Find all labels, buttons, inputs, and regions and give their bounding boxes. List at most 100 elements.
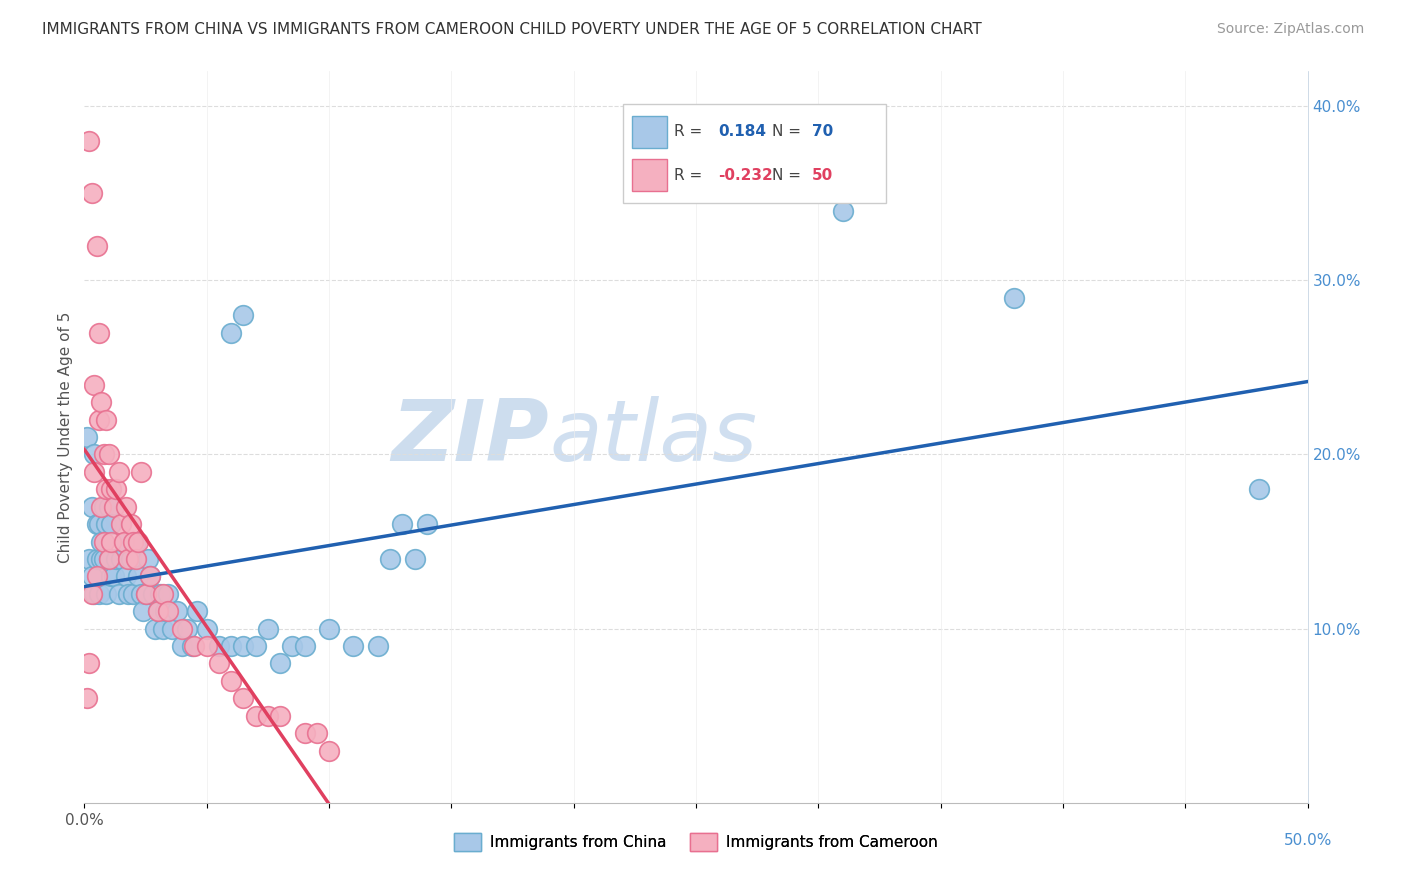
Point <box>100 534 122 549</box>
Point <box>112 534 135 549</box>
Point <box>93 500 115 514</box>
Point <box>176 622 198 636</box>
Point <box>136 552 159 566</box>
Point <box>87 412 110 426</box>
Point <box>77 134 100 148</box>
Point <box>97 552 120 566</box>
Point <box>127 534 149 549</box>
Point <box>93 534 115 549</box>
Point <box>142 587 165 601</box>
Point <box>208 639 231 653</box>
Point <box>391 517 413 532</box>
Point <box>172 622 194 636</box>
Text: N =: N = <box>772 168 801 183</box>
Point <box>117 552 139 566</box>
Text: 70: 70 <box>813 124 834 139</box>
Point <box>162 622 184 636</box>
Point <box>281 639 304 653</box>
Point <box>100 569 122 583</box>
Point <box>76 430 98 444</box>
Point <box>122 587 145 601</box>
Point <box>156 604 179 618</box>
Point <box>269 657 291 671</box>
Point <box>80 186 103 201</box>
Text: R =: R = <box>673 124 707 139</box>
Point <box>143 622 166 636</box>
Point <box>87 517 110 532</box>
Point <box>110 517 132 532</box>
Point <box>83 448 105 462</box>
Point <box>117 587 139 601</box>
Point <box>76 691 98 706</box>
Point <box>367 639 389 653</box>
Point <box>1002 291 1025 305</box>
Text: ZIP: ZIP <box>391 395 550 479</box>
Point <box>87 326 110 340</box>
Point <box>831 203 853 218</box>
Point <box>86 238 108 252</box>
Point <box>80 500 103 514</box>
Point <box>90 552 112 566</box>
Text: 50: 50 <box>813 168 834 183</box>
Point <box>125 534 148 549</box>
Point <box>120 517 142 532</box>
Point <box>146 604 169 618</box>
Point <box>245 639 267 653</box>
Point <box>219 326 242 340</box>
Bar <box>633 116 666 148</box>
Point <box>219 639 242 653</box>
Point <box>305 726 328 740</box>
Text: 0.184: 0.184 <box>718 124 766 139</box>
Point <box>232 308 254 322</box>
Text: atlas: atlas <box>550 395 758 479</box>
Point <box>153 604 176 618</box>
Text: N =: N = <box>772 124 801 139</box>
Text: Source: ZipAtlas.com: Source: ZipAtlas.com <box>1216 22 1364 37</box>
Point <box>97 448 120 462</box>
Point <box>122 534 145 549</box>
Point <box>86 569 108 583</box>
Point <box>90 500 112 514</box>
Point <box>166 604 188 618</box>
Point <box>172 639 194 653</box>
Point <box>132 604 155 618</box>
Point <box>96 483 118 497</box>
Text: IMMIGRANTS FROM CHINA VS IMMIGRANTS FROM CAMEROON CHILD POVERTY UNDER THE AGE OF: IMMIGRANTS FROM CHINA VS IMMIGRANTS FROM… <box>42 22 981 37</box>
Point <box>125 552 148 566</box>
Point <box>115 569 138 583</box>
Point <box>93 552 115 566</box>
Point <box>186 604 208 618</box>
Point <box>97 552 120 566</box>
Point <box>90 534 112 549</box>
Point <box>232 691 254 706</box>
Point <box>139 569 162 583</box>
Y-axis label: Child Poverty Under the Age of 5: Child Poverty Under the Age of 5 <box>58 311 73 563</box>
Text: 50.0%: 50.0% <box>1284 833 1331 848</box>
Point <box>1247 483 1270 497</box>
Point <box>181 639 204 653</box>
Point <box>342 639 364 653</box>
Point <box>156 587 179 601</box>
Point <box>93 448 115 462</box>
Point <box>83 377 105 392</box>
Point <box>86 517 108 532</box>
Point <box>86 552 108 566</box>
Point <box>96 412 118 426</box>
Point <box>404 552 426 566</box>
Point <box>232 639 254 653</box>
Point <box>152 587 174 601</box>
Point <box>318 622 340 636</box>
Point <box>257 622 280 636</box>
Point <box>380 552 402 566</box>
Point <box>115 500 138 514</box>
Point <box>135 587 157 601</box>
Point <box>100 483 122 497</box>
Point <box>208 657 231 671</box>
Point <box>83 465 105 479</box>
Point <box>103 569 125 583</box>
Point <box>96 587 118 601</box>
Point <box>135 587 157 601</box>
Point <box>77 657 100 671</box>
Point <box>318 743 340 757</box>
Point <box>294 726 316 740</box>
